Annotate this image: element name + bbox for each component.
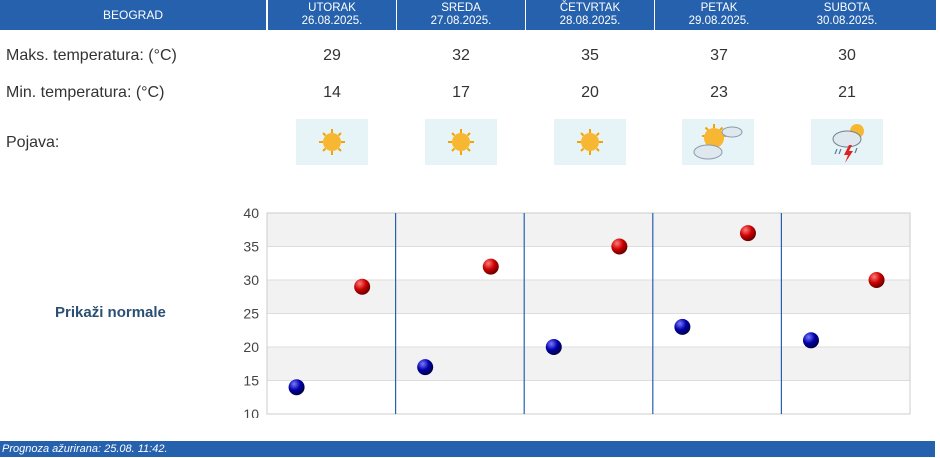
day-name: UTORAK xyxy=(308,2,356,14)
y-tick-label: 15 xyxy=(243,373,259,389)
sun-icon xyxy=(554,119,626,165)
min-temp-point xyxy=(417,359,434,376)
max-temp-value: 37 xyxy=(710,47,728,64)
min-temp-value: 17 xyxy=(452,84,470,101)
min-temp-value: 20 xyxy=(581,84,599,101)
max-temp-point xyxy=(739,225,756,242)
day-name: PETAK xyxy=(700,2,738,14)
y-tick-label: 20 xyxy=(243,339,259,355)
thunderstorm-icon xyxy=(811,119,883,165)
plot-band xyxy=(267,347,910,381)
min-temp-point xyxy=(674,318,691,335)
partly-cloudy-icon xyxy=(682,119,754,165)
plot-band xyxy=(267,313,910,347)
day-date: 30.08.2025. xyxy=(816,15,878,27)
plot-band xyxy=(267,246,910,280)
max-temp-label: Maks. temperatura: (°C) xyxy=(6,47,177,64)
plot-frame xyxy=(266,212,911,415)
day-name: ČETVRTAK xyxy=(559,2,621,14)
show-normals-button[interactable]: Prikaži normale xyxy=(55,304,166,321)
max-temp-point xyxy=(868,272,885,288)
header-end-cap xyxy=(911,0,936,30)
y-tick-label: 35 xyxy=(243,239,259,255)
day-name: SUBOTA xyxy=(823,2,871,14)
max-temp-value: 32 xyxy=(452,47,470,64)
day-date: 26.08.2025. xyxy=(301,15,363,27)
max-temp-value: 30 xyxy=(838,47,856,64)
max-temp-point xyxy=(354,278,371,295)
max-temp-value: 35 xyxy=(581,47,599,64)
phenomenon-label: Pojava: xyxy=(6,134,60,151)
min-temp-label: Min. temperatura: (°C) xyxy=(6,84,165,101)
city-header: BEOGRAD xyxy=(0,0,266,30)
day-header-3: ČETVRTAK 28.08.2025. xyxy=(526,0,654,30)
min-temp-value: 21 xyxy=(838,84,856,101)
day-header-5: SUBOTA 30.08.2025. xyxy=(783,0,911,30)
day-date: 27.08.2025. xyxy=(430,15,492,27)
y-tick-label: 10 xyxy=(243,406,259,418)
y-tick-label: 40 xyxy=(243,205,259,221)
max-temp-point xyxy=(482,258,499,275)
y-tick-label: 25 xyxy=(243,306,259,322)
day-date: 28.08.2025. xyxy=(559,15,621,27)
day-name: SREDA xyxy=(441,2,481,14)
max-temp-value: 29 xyxy=(323,47,341,64)
forecast-updated: Prognoza ažurirana: 25.08. 11:42. xyxy=(0,441,935,457)
min-temp-value: 23 xyxy=(710,84,728,101)
day-date: 29.08.2025. xyxy=(688,15,750,27)
plot-band xyxy=(267,380,910,414)
plot-band xyxy=(267,280,910,314)
sun-icon xyxy=(425,119,497,165)
min-temp-point xyxy=(802,332,819,349)
day-header-2: SREDA 27.08.2025. xyxy=(397,0,525,30)
city-name: BEOGRAD xyxy=(102,8,163,22)
temperature-chart: 10 15 20 25 30 35 40 xyxy=(243,205,911,418)
sun-icon xyxy=(296,119,368,165)
min-temp-point xyxy=(288,379,305,396)
day-header-4: PETAK 29.08.2025. xyxy=(655,0,783,30)
y-tick-label: 30 xyxy=(243,272,259,288)
day-header-1: UTORAK 26.08.2025. xyxy=(268,0,396,30)
min-temp-point xyxy=(545,339,562,355)
plot-band xyxy=(267,213,910,247)
min-temp-value: 14 xyxy=(323,84,341,101)
max-temp-point xyxy=(611,238,628,255)
